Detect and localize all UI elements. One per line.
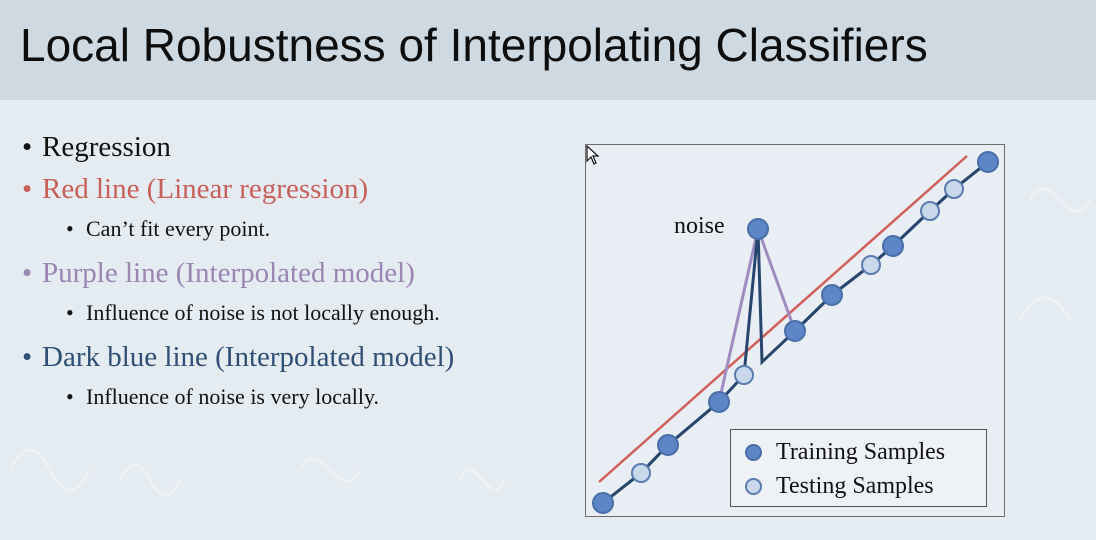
mouse-pointer-icon bbox=[586, 145, 600, 165]
bullet-list: • Regression • Red line (Linear regression… bbox=[22, 126, 582, 420]
training-sample bbox=[821, 284, 843, 306]
sub-bullet-text: Can’t fit every point. bbox=[86, 216, 271, 241]
training-sample-icon bbox=[745, 443, 762, 461]
red-regression-line bbox=[598, 155, 968, 483]
training-sample bbox=[977, 151, 999, 173]
testing-sample-icon bbox=[745, 477, 762, 495]
bullet-text: Dark blue line (Interpolated model) bbox=[42, 341, 455, 373]
training-sample bbox=[708, 391, 730, 413]
noise-label: noise bbox=[674, 213, 725, 239]
bullet-text: Regression bbox=[42, 131, 171, 163]
testing-sample bbox=[861, 255, 881, 275]
testing-sample bbox=[734, 365, 754, 385]
sub-bullet-dot: • bbox=[66, 300, 74, 325]
bullet-red-line: • Red line (Linear regression) bbox=[22, 168, 582, 210]
testing-sample bbox=[631, 463, 651, 483]
sub-bullet-dot: • bbox=[66, 216, 74, 241]
slide-title: Local Robustness of Interpolating Classi… bbox=[20, 19, 928, 71]
legend-training: Training Samples bbox=[745, 436, 945, 468]
bullet-dot: • bbox=[22, 257, 33, 289]
sub-bullet-blue-line: • Influence of noise is very locally. bbox=[22, 378, 582, 420]
bullet-text: Red line (Linear regression) bbox=[42, 173, 369, 205]
sub-bullet-text: Influence of noise is very locally. bbox=[86, 384, 380, 409]
bullet-dot: • bbox=[22, 173, 33, 205]
bullet-purple-line: • Purple line (Interpolated model) bbox=[22, 252, 582, 294]
sub-bullet-dot: • bbox=[66, 384, 74, 409]
regression-figure: noise Training Samples Testing Samples bbox=[585, 144, 1005, 517]
noise-training-sample bbox=[747, 218, 769, 240]
legend-training-label: Training Samples bbox=[776, 438, 946, 465]
bullet-dot: • bbox=[22, 341, 33, 373]
title-bar: Local Robustness of Interpolating Classi… bbox=[0, 0, 1096, 100]
training-sample bbox=[784, 320, 806, 342]
legend: Training Samples Testing Samples bbox=[730, 429, 987, 507]
training-sample bbox=[657, 434, 679, 456]
bullet-regression: • Regression bbox=[22, 126, 582, 168]
legend-testing: Testing Samples bbox=[745, 470, 934, 502]
training-sample bbox=[882, 235, 904, 257]
sub-bullet-red-line: • Can’t fit every point. bbox=[22, 210, 582, 252]
sub-bullet-text: Influence of noise is not locally enough… bbox=[86, 300, 440, 325]
bullet-text: Purple line (Interpolated model) bbox=[42, 257, 415, 289]
bullet-blue-line: • Dark blue line (Interpolated model) bbox=[22, 336, 582, 378]
testing-sample bbox=[920, 201, 940, 221]
legend-testing-label: Testing Samples bbox=[776, 472, 934, 499]
testing-sample bbox=[944, 179, 964, 199]
training-sample bbox=[592, 492, 614, 514]
sub-bullet-purple-line: • Influence of noise is not locally enoug… bbox=[22, 294, 582, 336]
regression-diagram bbox=[592, 151, 999, 514]
bullet-dot: • bbox=[22, 131, 33, 163]
